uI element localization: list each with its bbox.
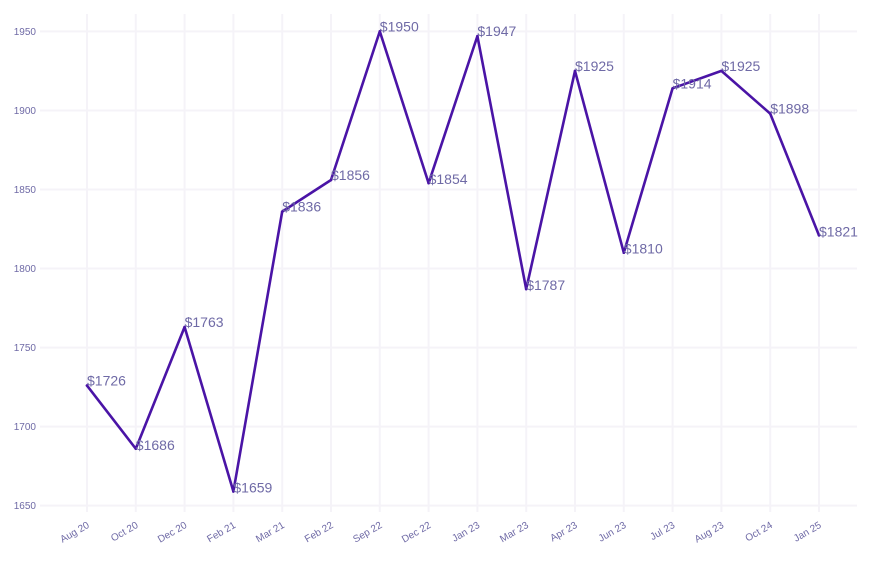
x-tick-label: Dec 20 [156,520,189,546]
data-point [134,447,138,451]
x-tick-label: Oct 24 [744,520,775,544]
data-label: $1947 [477,23,516,39]
series-line [85,30,821,493]
y-tick-label: 1900 [14,106,37,117]
data-label: $1925 [575,58,614,74]
x-tick-label: Apr 23 [548,520,579,544]
x-tick-label: Jan 23 [450,520,482,545]
data-point [183,325,186,329]
x-tick-label: Mar 23 [498,520,531,545]
y-axis: 1650 1700 1750 1800 1850 1900 1950 [14,27,37,512]
y-tick-label: 1700 [14,422,37,433]
data-point [720,69,723,73]
data-label: $1726 [87,373,126,389]
x-tick-label: Jul 23 [648,520,677,543]
y-tick-label: 1750 [14,343,37,354]
x-tick-label: Sep 22 [351,520,384,546]
x-tick-label: Aug 23 [693,520,726,546]
x-axis: Aug 20 Oct 20 Dec 20 Feb 21 Mar 21 Feb 22 Sep … [59,520,824,546]
data-point [378,30,382,33]
data-label: $1821 [819,223,858,239]
data-point [329,178,333,182]
x-tick-label: Feb 21 [205,520,238,545]
data-label: $1686 [136,437,175,453]
y-tick-label: 1850 [14,185,37,196]
data-point [476,34,479,38]
y-tick-label: 1650 [14,501,37,512]
data-label: $1836 [282,199,321,215]
data-point [232,490,235,493]
data-point [524,287,528,291]
data-label-layer: $1726 $1686 $1763 $1659 $1836 $1856 $1950 $1854… [87,18,858,495]
data-label: $1856 [331,167,370,183]
data-point [427,181,430,185]
y-tick-label: 1950 [14,27,37,38]
data-label: $1950 [380,18,419,34]
x-tick-label: Dec 22 [400,520,433,546]
x-tick-label: Jun 23 [597,520,629,545]
data-label: $1914 [673,75,712,91]
x-tick-label: Feb 22 [303,520,336,545]
data-point [671,87,674,90]
x-tick-label: Oct 20 [109,520,140,544]
data-label: $1787 [526,277,565,293]
data-point [280,210,284,213]
data-label: $1925 [721,58,760,74]
data-point [768,112,772,115]
x-tick-label: Mar 21 [254,520,287,545]
data-point [622,251,626,255]
data-label: $1659 [233,479,272,495]
x-tick-label: Jan 25 [792,520,824,545]
data-point [85,384,89,387]
data-label: $1810 [624,241,663,257]
data-point [817,234,821,237]
grid-layer [40,14,857,512]
data-label: $1854 [429,171,468,187]
x-tick-label: Aug 20 [59,520,92,546]
data-label: $1898 [770,101,809,117]
data-label: $1763 [185,314,224,330]
data-point [573,69,577,73]
series-layer [85,30,821,493]
y-tick-label: 1800 [14,264,37,275]
